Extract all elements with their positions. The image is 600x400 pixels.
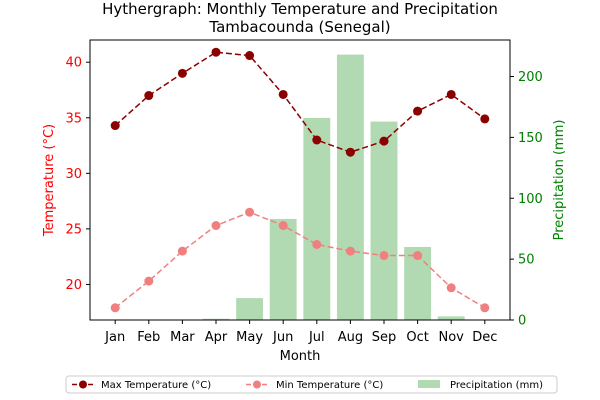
max-temperature-point-apr xyxy=(211,47,221,57)
min-temperature-point-oct xyxy=(413,251,423,261)
x-tick-label: Apr xyxy=(205,330,228,345)
max-temperature-point-aug xyxy=(345,147,355,157)
x-axis-ticks: Jan Feb Mar Apr May Jun Jul Aug Sep Oct Nov Dec xyxy=(104,320,497,345)
x-tick-label: Jul xyxy=(308,330,325,345)
max-temperature-point-nov xyxy=(446,89,456,99)
min-temperature-point-jul xyxy=(312,239,322,249)
x-tick-label: Nov xyxy=(439,330,465,345)
max-temperature-point-jan xyxy=(110,121,120,131)
min-temperature-line xyxy=(114,211,486,309)
min-temperature-point-feb xyxy=(144,276,154,286)
min-temperature-point-may xyxy=(245,207,255,217)
x-tick-label: Jun xyxy=(272,330,293,345)
left-tick-label: 20 xyxy=(65,278,82,293)
left-tick-label: 25 xyxy=(65,222,82,237)
x-tick-label: Mar xyxy=(170,330,195,345)
max-temperature-point-jun xyxy=(278,89,288,99)
precipitation-bar-jun xyxy=(269,218,297,320)
x-tick-label: Aug xyxy=(338,330,363,345)
precipitation-bar-apr xyxy=(202,318,230,320)
right-axis-ticks: 0 50 100 150 200 xyxy=(510,70,543,329)
max-temperature-series xyxy=(110,47,490,157)
legend-min-label: Min Temperature (°C) xyxy=(276,380,383,391)
min-temperature-point-nov xyxy=(446,283,456,293)
chart-title-line1: Hythergraph: Monthly Temperature and Pre… xyxy=(102,0,498,18)
left-tick-label: 30 xyxy=(65,167,82,182)
legend: Max Temperature (°C) Min Temperature (°C… xyxy=(65,375,558,394)
max-temperature-point-sep xyxy=(379,136,389,146)
right-tick-label: 200 xyxy=(518,70,543,85)
x-tick-label: May xyxy=(236,330,263,345)
x-tick-label: Jan xyxy=(104,330,125,345)
max-temperature-point-may xyxy=(245,51,255,61)
chart-title-line2: Tambacounda (Senegal) xyxy=(208,18,390,36)
max-temperature-line xyxy=(114,51,486,154)
x-tick-label: Oct xyxy=(406,330,428,345)
min-temperature-point-sep xyxy=(379,251,389,261)
precipitation-bars xyxy=(202,54,465,321)
max-temperature-point-feb xyxy=(144,91,154,101)
precipitation-bar-jul xyxy=(303,117,331,320)
legend-precip-swatch xyxy=(418,380,440,388)
x-tick-label: Feb xyxy=(137,330,160,345)
min-temperature-point-dec xyxy=(480,303,490,313)
min-temperature-point-apr xyxy=(211,221,221,231)
right-tick-label: 0 xyxy=(518,314,526,329)
legend-precip-label: Precipitation (mm) xyxy=(450,380,543,391)
left-tick-label: 35 xyxy=(65,111,82,126)
right-tick-label: 50 xyxy=(518,253,535,268)
left-tick-label: 40 xyxy=(65,56,82,71)
min-temperature-point-aug xyxy=(345,246,355,256)
precipitation-bar-aug xyxy=(336,54,364,321)
left-axis-ticks: 20 25 30 35 40 xyxy=(65,56,90,293)
precipitation-bar-may xyxy=(236,298,264,320)
plot-frame xyxy=(89,39,511,321)
legend-max-marker xyxy=(79,380,87,389)
min-temperature-point-jan xyxy=(110,303,120,313)
max-temperature-point-oct xyxy=(413,106,423,116)
left-axis-label: Temperature (°C) xyxy=(42,124,57,237)
max-temperature-point-dec xyxy=(480,114,490,124)
x-axis-label: Month xyxy=(280,349,321,364)
right-tick-label: 150 xyxy=(518,131,543,146)
legend-max-label: Max Temperature (°C) xyxy=(101,380,211,391)
min-temperature-point-jun xyxy=(278,221,288,231)
legend-min-marker xyxy=(253,380,261,389)
max-temperature-point-jul xyxy=(312,135,322,145)
min-temperature-series xyxy=(110,207,490,313)
x-tick-label: Sep xyxy=(372,330,397,345)
max-temperature-point-mar xyxy=(177,68,187,78)
right-tick-label: 100 xyxy=(518,192,543,207)
min-temperature-point-mar xyxy=(177,246,187,256)
x-tick-label: Dec xyxy=(472,330,497,345)
precipitation-bar-sep xyxy=(370,121,398,320)
right-axis-label: Precipitation (mm) xyxy=(552,120,567,241)
precipitation-bar-nov xyxy=(437,316,465,320)
